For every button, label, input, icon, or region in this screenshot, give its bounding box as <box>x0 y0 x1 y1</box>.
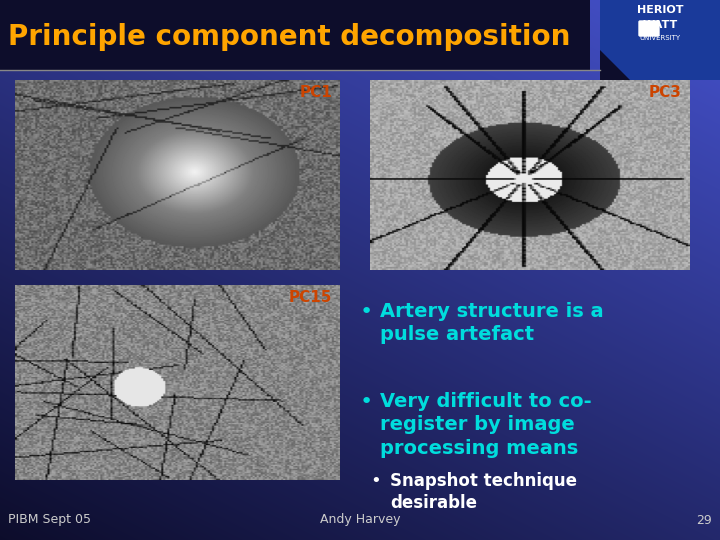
Bar <box>600 0 720 80</box>
FancyBboxPatch shape <box>639 21 659 36</box>
Text: WATT: WATT <box>642 20 678 30</box>
Text: •: • <box>370 472 381 490</box>
Text: UNIVERSITY: UNIVERSITY <box>639 35 680 41</box>
Text: PIBM Sept 05: PIBM Sept 05 <box>8 514 91 526</box>
Text: •: • <box>360 392 373 412</box>
Text: PC3: PC3 <box>649 85 682 100</box>
Text: HERIOT: HERIOT <box>636 5 683 15</box>
Polygon shape <box>600 50 630 80</box>
Text: 29: 29 <box>696 514 712 526</box>
Text: Very difficult to co-
register by image
processing means: Very difficult to co- register by image … <box>380 392 592 458</box>
Text: Andy Harvey: Andy Harvey <box>320 514 400 526</box>
Text: Artery structure is a
pulse artefact: Artery structure is a pulse artefact <box>380 302 603 345</box>
Text: •: • <box>360 302 373 322</box>
Text: PC15: PC15 <box>289 290 332 305</box>
Text: Snapshot technique
desirable: Snapshot technique desirable <box>390 472 577 512</box>
Text: PC1: PC1 <box>300 85 332 100</box>
Bar <box>0 0 590 70</box>
Text: Principle component decomposition: Principle component decomposition <box>8 23 570 51</box>
